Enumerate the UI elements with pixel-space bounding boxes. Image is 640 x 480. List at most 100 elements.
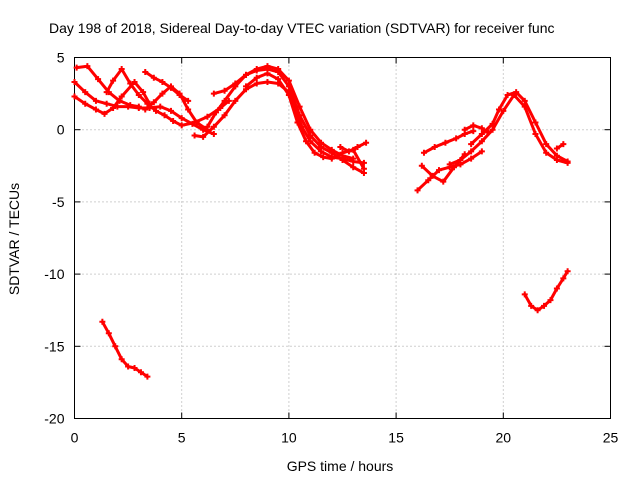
data-point [253,80,260,87]
series-line [193,80,366,165]
data-point [210,131,217,138]
plot-frame [74,57,611,419]
data-point [485,129,492,136]
data-point [159,90,166,97]
series-arc-20 [521,268,571,314]
x-tick-label: 5 [178,430,186,446]
data-point [110,77,117,84]
series-arc-17 [461,122,492,136]
data-point [468,141,475,148]
series-arc-15 [446,92,571,168]
series-arc-18 [553,141,567,152]
data-point [103,89,110,96]
data-point [478,125,485,132]
data-point [176,90,183,97]
data-point [311,149,318,156]
data-point [345,148,352,155]
data-point [144,100,151,107]
y-tick-label: -5 [52,194,65,210]
data-point [157,103,164,110]
data-point [328,155,335,162]
y-tick-labels: 5 0 -5 -10 -15 -20 [44,50,64,427]
data-point [363,139,370,146]
data-point [435,167,442,174]
series-line [212,64,355,161]
data-point [92,97,99,104]
data-point [521,97,528,104]
data-point [135,92,142,99]
data-point [112,343,119,350]
y-tick-label: -10 [44,266,64,282]
data-point [534,307,541,314]
data-point [167,83,174,90]
data-point [253,74,260,81]
data-point [457,157,464,164]
data-point [144,373,151,380]
data-point [200,133,207,140]
x-tick-label: 15 [388,430,404,446]
data-point [127,80,134,87]
data-point [296,112,303,119]
data-point [152,107,159,114]
series-line [100,320,149,379]
data-point [461,126,468,133]
data-point [221,112,228,119]
data-point [543,149,550,156]
data-point [103,100,110,107]
data-point [442,139,449,146]
data-point [118,93,125,100]
data-point [489,126,496,133]
data-point [253,66,260,73]
data-point [339,149,346,156]
y-tick-label: -15 [44,338,64,354]
data-point [71,93,78,100]
data-point [468,148,475,155]
series-arc-10 [243,70,367,172]
data-point [350,155,357,162]
data-point [470,122,477,129]
x-tick-label: 20 [496,430,512,446]
data-point [496,106,503,113]
data-point [541,302,548,309]
data-point [159,79,166,86]
data-point [221,97,228,104]
data-point [191,132,198,139]
y-tick-label: -20 [44,411,64,427]
data-series [71,63,571,380]
data-point [135,103,142,110]
data-point [118,66,125,73]
data-point [99,318,106,325]
data-point [504,92,511,99]
data-point [264,63,271,70]
data-point [142,68,149,75]
data-point [431,144,438,151]
data-point [470,128,477,135]
gridlines [74,57,611,419]
data-point [210,123,217,130]
data-point [264,70,271,77]
data-point [95,76,102,83]
data-point [547,297,554,304]
data-point [414,187,421,194]
y-tick-label: 0 [57,122,65,138]
series-line [143,84,209,132]
data-point [564,268,571,275]
data-point [337,144,344,151]
series-arc-9 [210,63,357,162]
series-line [105,67,231,127]
data-point [553,152,560,159]
data-point [161,112,168,119]
data-point [354,144,361,151]
data-point [453,135,460,142]
data-point [131,364,138,371]
data-point [243,71,250,78]
series-arc-6 [142,83,211,133]
x-tick-labels: 0 5 10 15 20 25 [71,430,619,446]
data-point [204,113,211,120]
data-point [328,146,335,153]
data-point [429,172,436,179]
x-tick-label: 25 [603,430,619,446]
data-point [418,162,425,169]
data-point [489,120,496,127]
